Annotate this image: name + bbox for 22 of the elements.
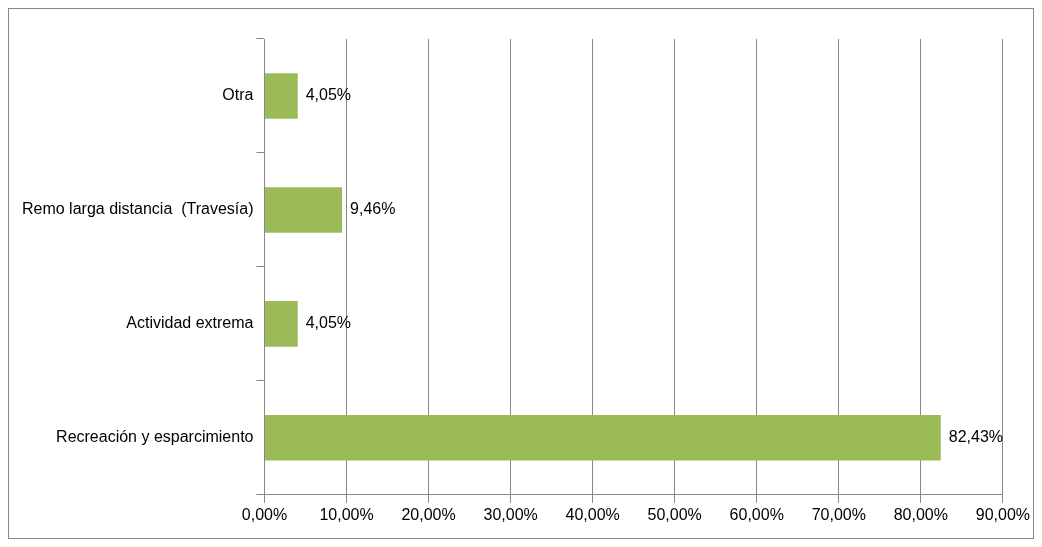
x-tick-label: 30,00%	[483, 505, 538, 523]
x-tick-label: 50,00%	[647, 505, 702, 523]
x-tick-label: 20,00%	[401, 505, 456, 523]
data-label: 4,05%	[305, 86, 352, 104]
bar	[264, 301, 298, 347]
x-tick-label: 40,00%	[565, 505, 620, 523]
bar	[264, 415, 941, 461]
y-tick-label: Recreación y esparcimiento	[56, 428, 254, 446]
x-tick-label: 90,00%	[975, 505, 1030, 523]
x-tick-label: 60,00%	[729, 505, 784, 523]
x-tick-label: 70,00%	[811, 505, 866, 523]
data-label: 9,46%	[350, 200, 396, 218]
y-tick-label: Otra	[222, 86, 254, 104]
y-tick-label: Remo larga distancia (Travesía)	[21, 200, 254, 218]
x-tick-label: 80,00%	[893, 505, 948, 523]
x-tick-label: 0,00%	[241, 505, 288, 523]
bar	[264, 187, 343, 233]
x-tick-label: 10,00%	[319, 505, 374, 523]
y-tick-label: Actividad extrema	[126, 314, 254, 332]
data-label: 82,43%	[948, 428, 1004, 446]
data-label: 4,05%	[305, 314, 352, 332]
bar	[264, 73, 298, 119]
